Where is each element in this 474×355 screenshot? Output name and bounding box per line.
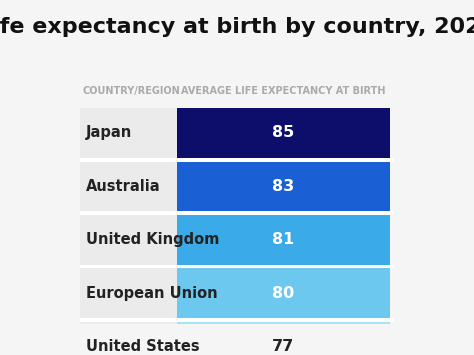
- Bar: [177, 268, 390, 318]
- Bar: [177, 162, 390, 211]
- Bar: [80, 215, 177, 264]
- Text: European Union: European Union: [86, 286, 218, 301]
- Text: AVERAGE LIFE EXPECTANCY AT BIRTH: AVERAGE LIFE EXPECTANCY AT BIRTH: [181, 86, 386, 96]
- Bar: [80, 162, 177, 211]
- Text: Australia: Australia: [86, 179, 161, 194]
- Bar: [177, 215, 390, 264]
- Text: United States: United States: [86, 339, 200, 354]
- Bar: [80, 158, 394, 162]
- Bar: [80, 211, 394, 215]
- Text: Japan: Japan: [86, 125, 132, 141]
- Bar: [80, 322, 177, 355]
- Text: United Kingdom: United Kingdom: [86, 232, 219, 247]
- Text: 83: 83: [273, 179, 294, 194]
- Bar: [80, 318, 394, 322]
- Text: COUNTRY/REGION: COUNTRY/REGION: [82, 86, 181, 96]
- Text: 77: 77: [273, 339, 294, 354]
- Text: 80: 80: [273, 286, 294, 301]
- Bar: [80, 264, 394, 268]
- Bar: [80, 268, 177, 318]
- Bar: [80, 108, 177, 158]
- Text: 85: 85: [273, 125, 294, 141]
- Bar: [177, 108, 390, 158]
- Bar: [177, 322, 390, 355]
- Text: Life expectancy at birth by country, 2020: Life expectancy at birth by country, 202…: [0, 17, 474, 37]
- Text: 81: 81: [273, 232, 294, 247]
